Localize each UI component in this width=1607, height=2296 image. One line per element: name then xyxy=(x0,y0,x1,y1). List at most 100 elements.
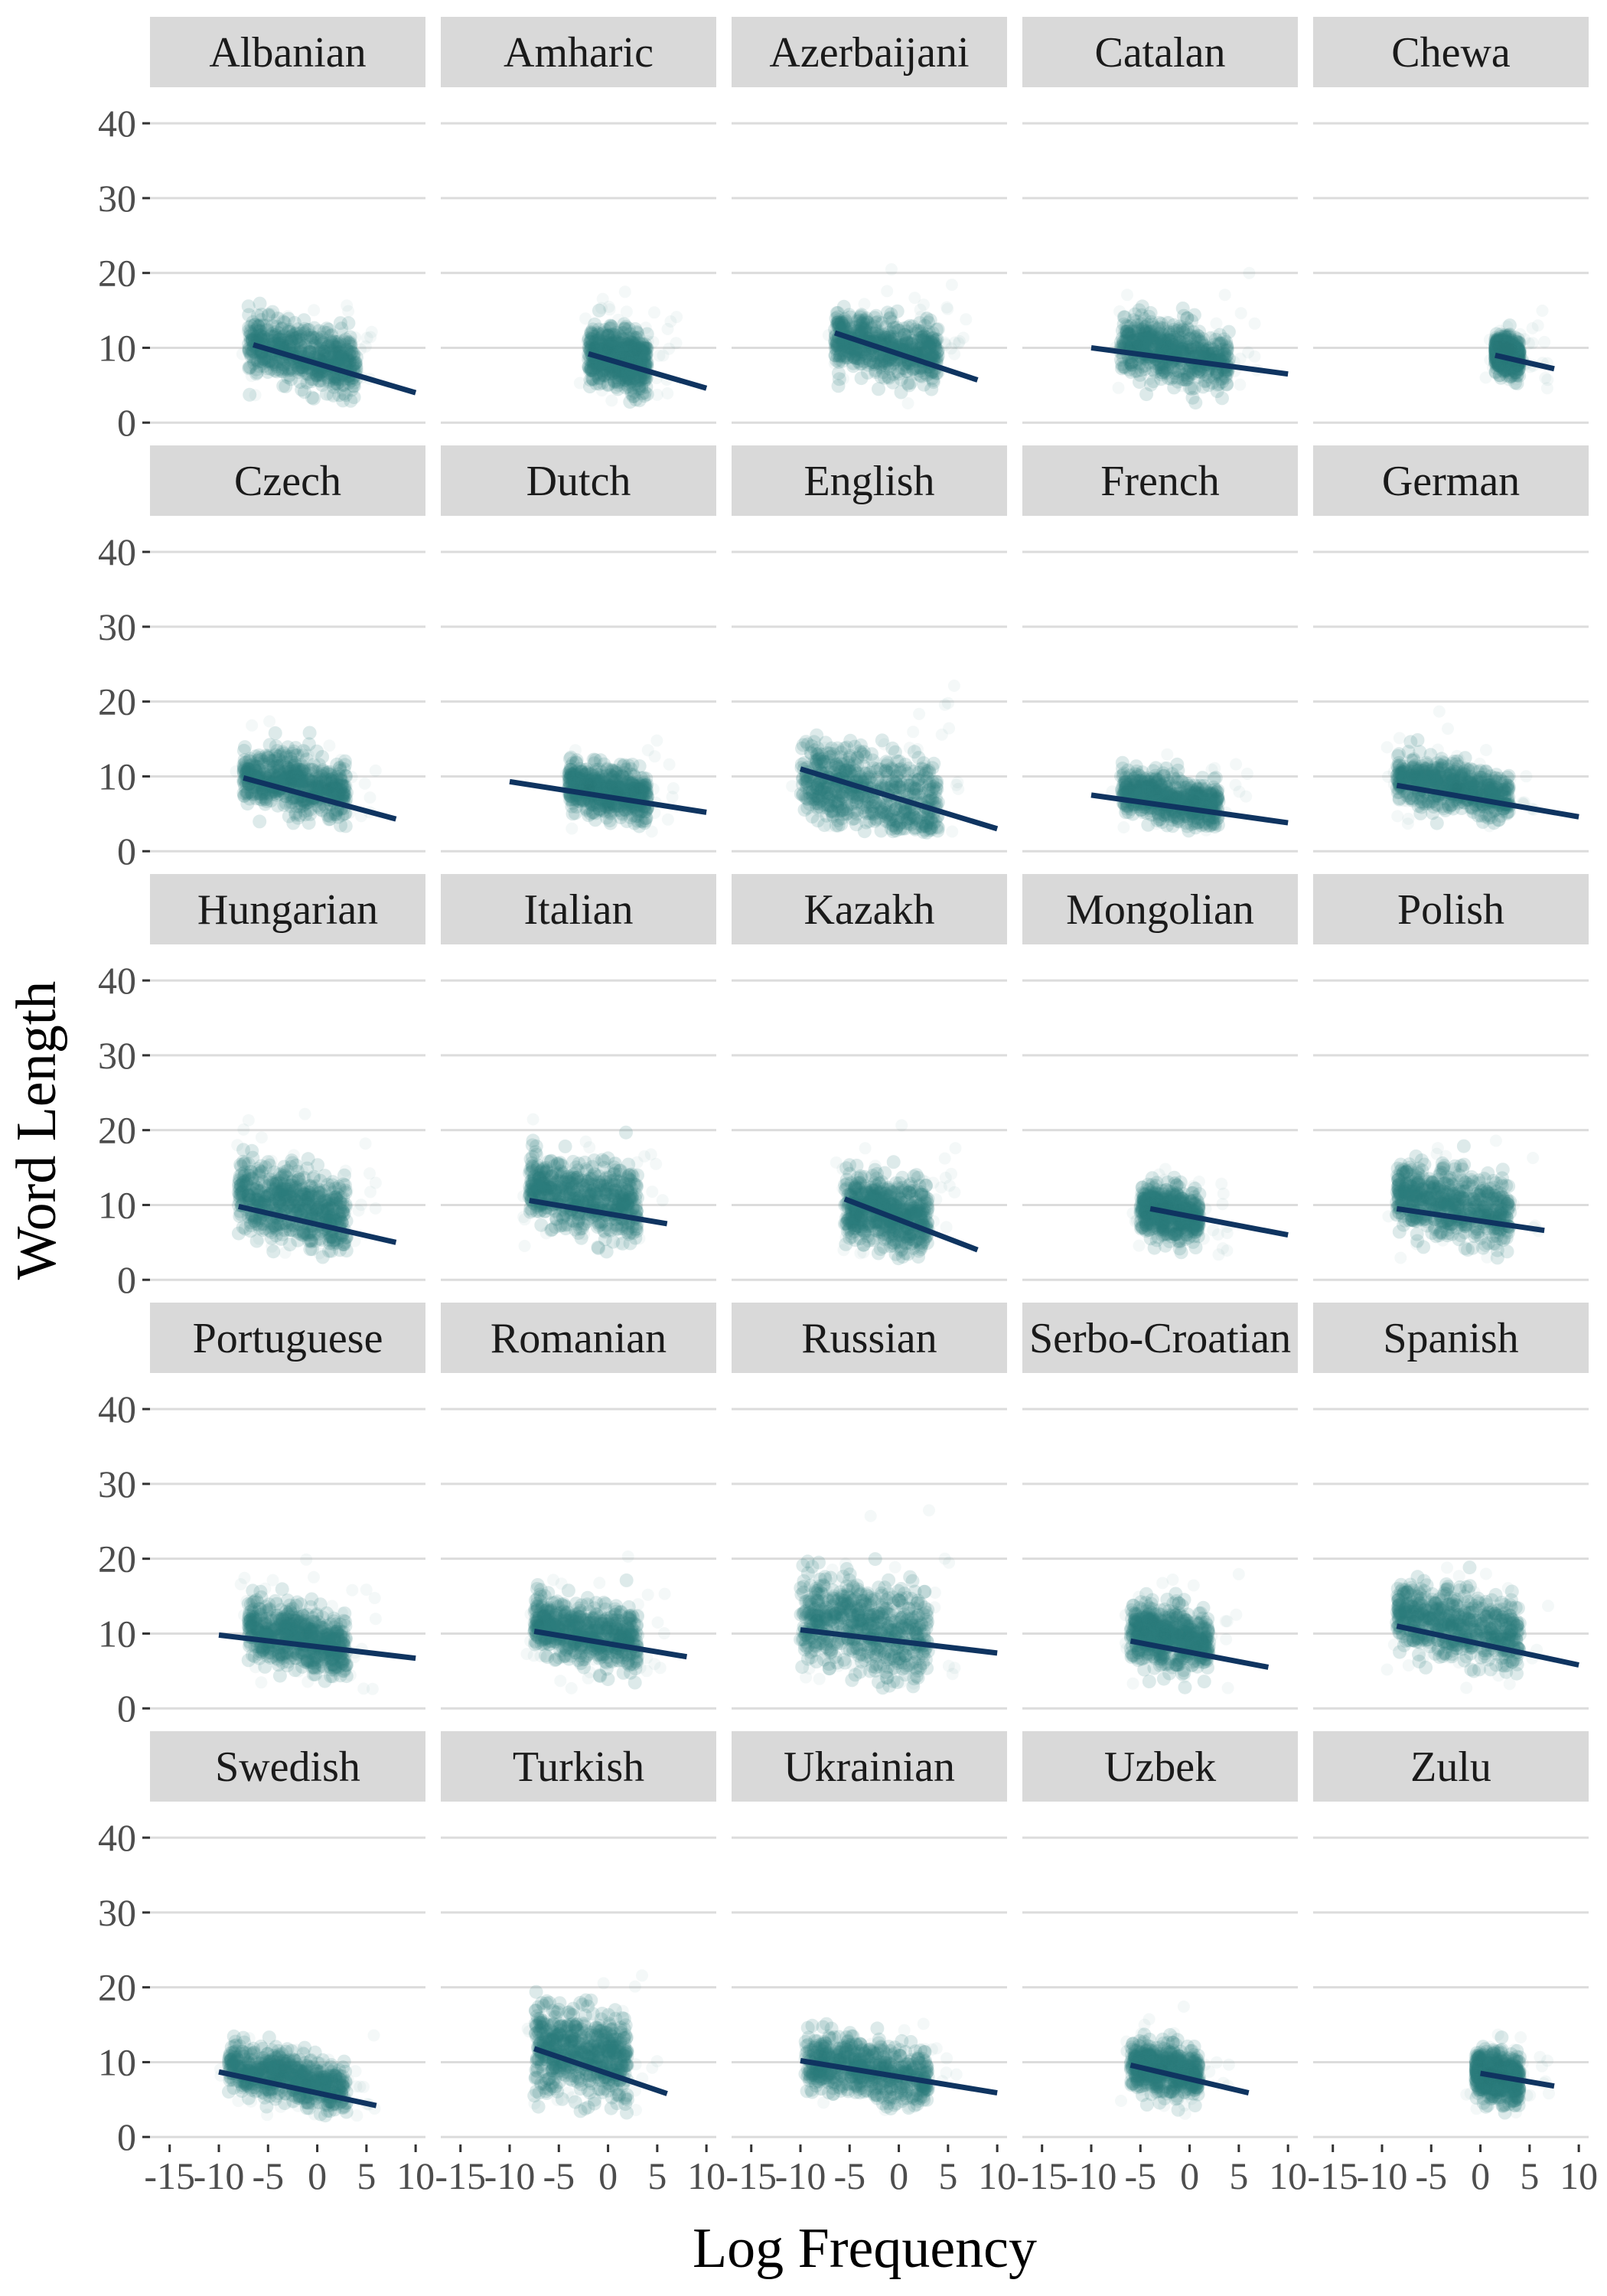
facet-strip xyxy=(1313,874,1589,944)
facet-panel-chewa: Chewa xyxy=(1313,17,1589,424)
regression-line xyxy=(1479,2070,1555,2089)
facet-label: Catalan xyxy=(1094,29,1225,77)
x-tick-label: 0 xyxy=(1471,2154,1490,2197)
regression-line xyxy=(800,2058,998,2095)
regression-line xyxy=(529,1198,668,1227)
facet-label: Uzbek xyxy=(1104,1743,1216,1791)
facet-label: Czech xyxy=(234,458,341,505)
facet-panel-hungarian: Hungarian 0 10 20 30 40 xyxy=(98,874,425,1301)
facet-label: Ukrainian xyxy=(784,1743,955,1791)
facet-strip xyxy=(150,445,425,516)
regression-line xyxy=(509,778,707,815)
y-tick-label: 40 xyxy=(98,1816,136,1859)
facet-label: Swedish xyxy=(215,1743,360,1791)
regression-line xyxy=(533,1629,688,1660)
facet-label: Portuguese xyxy=(193,1315,383,1362)
facet-panel-turkish: Turkish -15-10 -5 0 5 10 xyxy=(435,1731,725,2197)
x-tick-label: 5 xyxy=(938,2154,957,2197)
y-tick-label: 30 xyxy=(98,177,136,220)
facet-label: Romanian xyxy=(491,1315,667,1362)
y-axis-title: Word Length xyxy=(5,981,68,1280)
regression-line xyxy=(587,351,708,391)
facet-panel-albanian: Albanian 0 10 20 30 40 xyxy=(98,17,425,444)
facet-panel-mongolian: Mongolian xyxy=(1022,874,1298,1281)
facet-strip xyxy=(732,17,1007,87)
facet-strip xyxy=(441,17,716,87)
x-tick-label: 10 xyxy=(1560,2154,1598,2197)
x-tick-label: -5 xyxy=(1415,2154,1447,2197)
x-tick-label: 0 xyxy=(1180,2154,1199,2197)
facet-label: Mongolian xyxy=(1066,886,1254,934)
y-tick-label: 0 xyxy=(117,1687,136,1730)
facet-panel-french: French xyxy=(1022,445,1298,853)
x-tick-label: -10 xyxy=(775,2154,826,2197)
x-tick-label: 5 xyxy=(1229,2154,1248,2197)
regression-line xyxy=(800,1627,998,1656)
facet-label: Italian xyxy=(523,886,633,934)
regression-line xyxy=(243,775,397,822)
x-tick-label: 5 xyxy=(647,2154,667,2197)
regression-line xyxy=(237,1203,397,1245)
facet-panel-czech: Czech 0 10 20 30 40 xyxy=(98,445,425,872)
facet-strip xyxy=(732,874,1007,944)
facet-strip xyxy=(441,874,716,944)
x-tick-label: -15 xyxy=(725,2154,777,2197)
y-tick-label: 10 xyxy=(98,755,136,797)
facet-strip xyxy=(150,17,425,87)
y-tick-label: 40 xyxy=(98,102,136,145)
x-tick-label: -5 xyxy=(543,2154,575,2197)
x-tick-label: 10 xyxy=(396,2154,435,2197)
facet-strip xyxy=(1313,1303,1589,1373)
facet-strip xyxy=(732,445,1007,516)
y-tick-label: 10 xyxy=(98,2040,136,2083)
facet-label: Russian xyxy=(801,1315,937,1362)
facet-strip xyxy=(1022,17,1298,87)
scatter-points xyxy=(230,715,382,833)
x-tick-label: 10 xyxy=(687,2154,725,2197)
scatter-points xyxy=(1126,1163,1234,1261)
x-tick-label: -15 xyxy=(435,2154,486,2197)
facet-label: German xyxy=(1382,458,1520,505)
facet-label: Amharic xyxy=(504,29,654,77)
facet-label: Hungarian xyxy=(197,886,378,934)
facet-strip xyxy=(1022,874,1298,944)
y-tick-label: 20 xyxy=(98,1109,136,1152)
x-tick-label: -10 xyxy=(1357,2154,1408,2197)
y-tick-label: 20 xyxy=(98,252,136,295)
facet-label: Dutch xyxy=(526,458,631,505)
x-tick-label: -15 xyxy=(1016,2154,1068,2197)
x-tick-label: 10 xyxy=(1269,2154,1307,2197)
regression-line xyxy=(218,1632,416,1662)
y-tick-label: 10 xyxy=(98,1183,136,1226)
x-tick-label: -5 xyxy=(252,2154,284,2197)
facet-label: Zulu xyxy=(1410,1743,1491,1791)
x-tick-label: -15 xyxy=(144,2154,195,2197)
x-tick-label: 0 xyxy=(308,2154,327,2197)
regression-line xyxy=(1396,782,1579,820)
facet-panel-german: German xyxy=(1313,445,1589,853)
facet-label: Azerbaijani xyxy=(769,29,969,77)
y-tick-label: 0 xyxy=(117,2115,136,2158)
regression-line xyxy=(533,2046,668,2096)
y-tick-label: 0 xyxy=(117,401,136,444)
regression-line xyxy=(1129,2062,1250,2095)
facet-strip xyxy=(1313,1731,1589,1802)
facet-panel-zulu: Zulu -15-10 -5 0 5 10 xyxy=(1307,1731,1598,2197)
facet-panel-polish: Polish xyxy=(1313,874,1589,1281)
facet-panel-dutch: Dutch xyxy=(441,445,716,853)
y-tick-label: 0 xyxy=(117,830,136,872)
regression-line xyxy=(1396,1205,1545,1234)
facet-panel-serbo-croatian: Serbo-Croatian xyxy=(1022,1303,1298,1710)
facet-label: Chewa xyxy=(1391,29,1511,77)
regression-line xyxy=(799,766,999,832)
facet-label: Kazakh xyxy=(804,886,934,934)
facet-panel-russian: Russian xyxy=(732,1303,1007,1710)
facet-strip xyxy=(1313,17,1589,87)
y-tick-label: 20 xyxy=(98,1538,136,1580)
facet-strip xyxy=(441,1731,716,1802)
regression-line xyxy=(1495,352,1555,372)
facet-strip xyxy=(732,1303,1007,1373)
x-tick-label: -15 xyxy=(1307,2154,1358,2197)
regression-line xyxy=(1149,1205,1289,1238)
